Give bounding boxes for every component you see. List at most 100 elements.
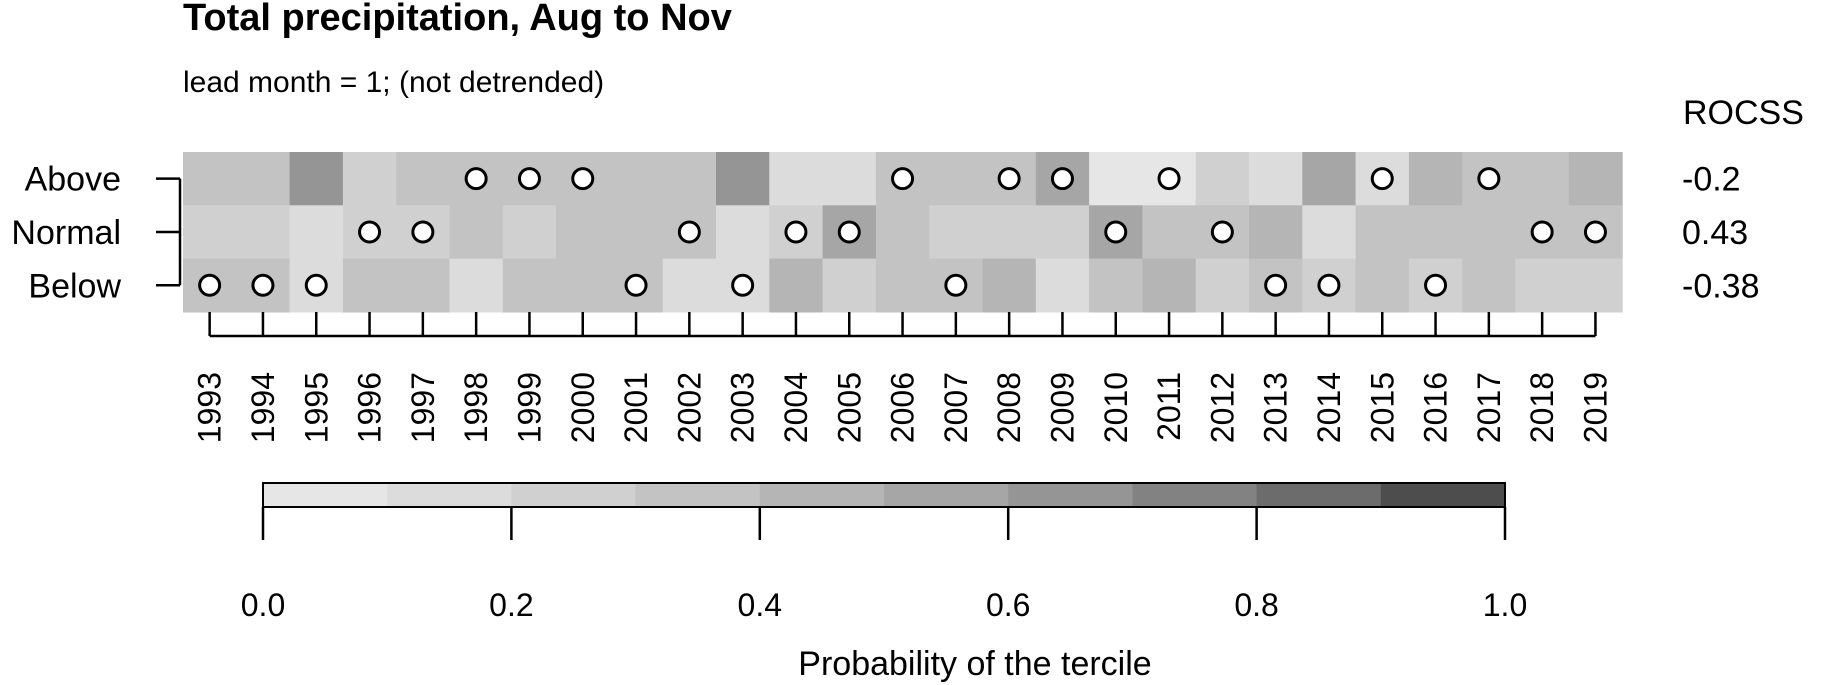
- observed-marker: [837, 220, 861, 244]
- heatmap-cell: [183, 205, 237, 260]
- heatmap-cell: [1355, 205, 1410, 260]
- heatmap-cell: [1462, 258, 1517, 313]
- heatmap-cell: [1035, 205, 1090, 260]
- heatmap-cell: [1302, 152, 1357, 206]
- year-label: 2006: [885, 372, 921, 443]
- colorbar-tick-label: 0.2: [489, 587, 533, 623]
- heatmap-cell: [875, 205, 930, 260]
- heatmap-cell: [609, 205, 664, 260]
- year-label: 2013: [1258, 372, 1294, 443]
- colorbar-frame: [262, 482, 1506, 508]
- year-label: 2008: [991, 372, 1027, 443]
- observed-marker: [304, 273, 328, 297]
- rocss-value: -0.38: [1682, 267, 1760, 305]
- year-label: 2002: [671, 372, 707, 443]
- heatmap-cell: [1568, 258, 1623, 313]
- year-label: 2005: [831, 372, 867, 443]
- colorbar-tick-label: 0.0: [241, 587, 285, 623]
- colorbar-tick-label: 0.8: [1234, 587, 1278, 623]
- year-label: 2017: [1471, 372, 1507, 443]
- observed-marker: [1477, 167, 1501, 191]
- year-label: 2001: [618, 372, 654, 443]
- year-label: 2011: [1151, 372, 1187, 441]
- year-label: 2016: [1418, 372, 1454, 443]
- observed-marker: [464, 167, 488, 191]
- observed-marker: [1104, 220, 1128, 244]
- year-label: 1994: [245, 372, 281, 443]
- heatmap-cell: [502, 205, 557, 260]
- heatmap-cell: [1089, 152, 1143, 206]
- heatmap-cell: [1568, 152, 1623, 206]
- colorbar-segment: [511, 483, 637, 507]
- row-label-below: Below: [28, 267, 121, 305]
- heatmap-cell: [502, 258, 557, 313]
- heatmap-cell: [1408, 152, 1463, 206]
- rocss-value: 0.43: [1682, 214, 1748, 252]
- heatmap-cell: [716, 152, 770, 206]
- observed-marker: [731, 273, 755, 297]
- heatmap-cells: [183, 152, 1623, 313]
- observed-marker: [1424, 273, 1448, 297]
- year-label: 2000: [565, 372, 601, 443]
- observed-marker: [1583, 220, 1607, 244]
- colorbar: 0.0 0.2 0.4 0.6 0.8 1.0: [241, 482, 1527, 623]
- heatmap-cell: [1355, 258, 1410, 313]
- year-axis: 1993 1994 1995 1996 1997 1998 1999 2000 2001 2002…: [192, 312, 1613, 443]
- heatmap-cell: [1515, 152, 1570, 206]
- observed-marker: [1050, 167, 1074, 191]
- heatmap-cell: [662, 258, 717, 313]
- year-label: 2015: [1364, 372, 1400, 443]
- heatmap-cell: [982, 258, 1037, 313]
- heatmap-cell: [769, 152, 824, 206]
- year-label: 2003: [725, 372, 761, 443]
- observed-marker: [198, 273, 222, 297]
- heatmap-cell: [1302, 205, 1357, 260]
- observed-marker: [1530, 220, 1554, 244]
- observed-marker: [251, 273, 275, 297]
- year-label: 2014: [1311, 372, 1347, 443]
- colorbar-segment: [635, 483, 761, 507]
- year-label: 1996: [352, 372, 388, 443]
- heatmap-cell: [1195, 152, 1250, 206]
- year-label: 1997: [405, 372, 441, 443]
- heatmap-cell: [289, 205, 344, 260]
- heatmap-cell: [342, 152, 397, 206]
- colorbar-segment: [1256, 483, 1382, 507]
- year-label: 2009: [1044, 372, 1080, 443]
- observed-marker: [677, 220, 701, 244]
- rocss-header: ROCSS: [1683, 94, 1804, 132]
- heatmap-cell: [662, 152, 717, 206]
- observed-marker: [517, 167, 541, 191]
- heatmap-cell: [1462, 205, 1517, 260]
- heatmap-cell: [769, 258, 824, 313]
- heatmap-cell: [716, 205, 770, 260]
- observed-marker: [571, 167, 595, 191]
- observed-marker: [1264, 273, 1288, 297]
- heatmap-cell: [1249, 205, 1303, 260]
- colorbar-segment: [884, 483, 1009, 507]
- observed-marker: [944, 273, 968, 297]
- heatmap-cell: [1035, 258, 1090, 313]
- colorbar-segment: [759, 483, 885, 507]
- rocss-values: -0.2 0.43 -0.38: [1682, 161, 1760, 306]
- heatmap-cell: [1142, 258, 1197, 313]
- year-label: 1999: [511, 372, 547, 443]
- year-label: 2012: [1204, 372, 1240, 443]
- row-axis: Above Normal Below: [11, 161, 182, 305]
- heatmap-cell: [1195, 258, 1250, 313]
- heatmap-cell: [342, 258, 397, 313]
- observed-markers: [198, 167, 1607, 297]
- heatmap-cell: [1142, 205, 1197, 260]
- heatmap-cell: [236, 205, 291, 260]
- rocss-value: -0.2: [1682, 161, 1741, 199]
- year-label: 2010: [1098, 372, 1134, 443]
- observed-marker: [624, 273, 648, 297]
- chart-title: Total precipitation, Aug to Nov: [183, 0, 732, 39]
- year-label: 1998: [458, 372, 494, 443]
- colorbar-segment: [387, 483, 512, 507]
- row-label-above: Above: [25, 161, 121, 199]
- observed-marker: [1157, 167, 1181, 191]
- heatmap-cell: [929, 152, 984, 206]
- colorbar-tick-label: 0.4: [738, 587, 782, 623]
